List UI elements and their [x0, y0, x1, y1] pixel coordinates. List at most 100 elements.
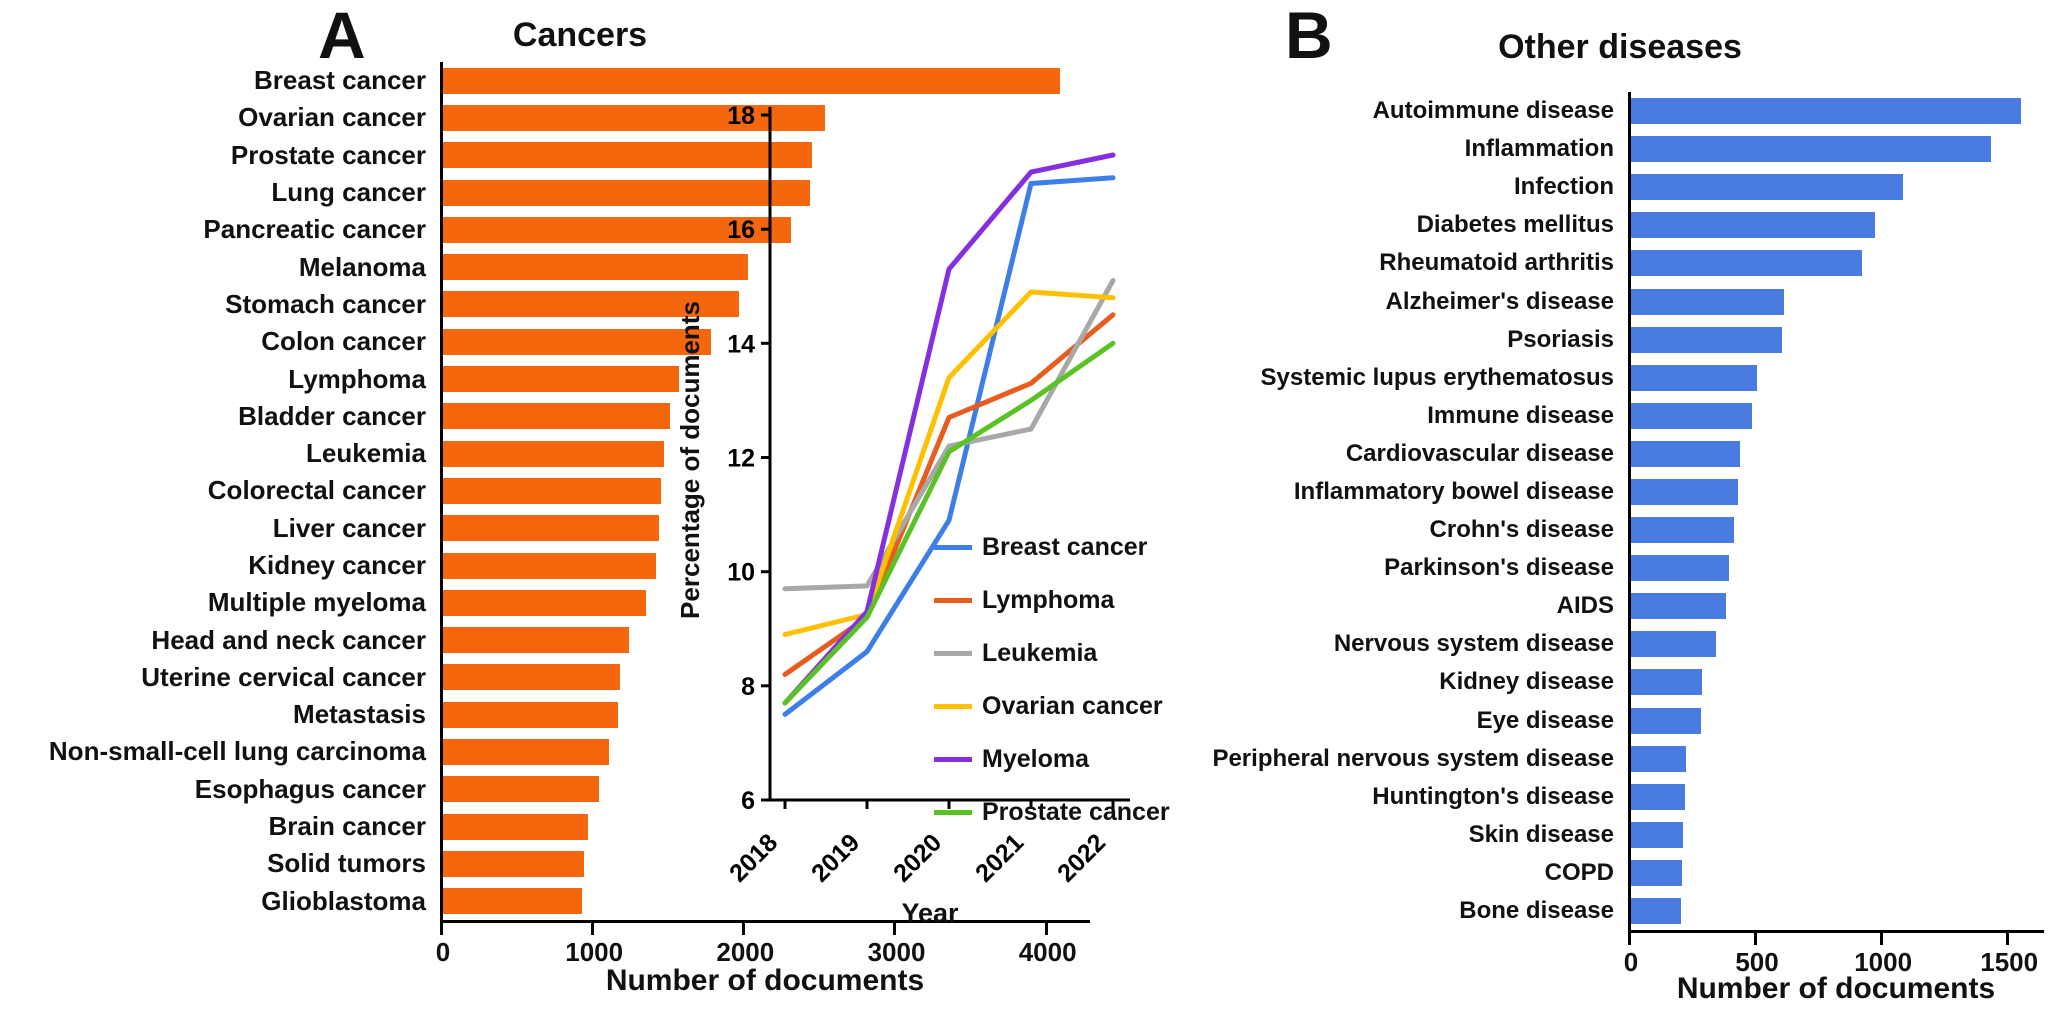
inset-y-tick-label: 14: [727, 330, 755, 358]
bar-track: [1628, 435, 2044, 473]
x-axis-tick-label: 1500: [1980, 947, 2039, 977]
category-label-huntington-s-disease: Huntington's disease: [1372, 782, 1614, 810]
category-label-solid-tumors: Solid tumors: [267, 848, 426, 879]
x-axis-tick-label: 0: [1623, 947, 1639, 977]
category-label-kidney-disease: Kidney disease: [1439, 668, 1614, 696]
x-axis-tick-label: 2000: [716, 937, 775, 967]
bar-row: Glioblastoma: [0, 883, 1090, 920]
bar-huntington-s-disease: [1628, 783, 1685, 810]
inset-x-tick-label: 2021: [970, 828, 1029, 887]
legend-line-swatch: [934, 651, 972, 656]
bar-row: Esophagus cancer: [0, 771, 1090, 808]
category-label-lymphoma: Lymphoma: [288, 363, 426, 394]
bar-row: Diabetes mellitus: [1190, 206, 2044, 244]
bar-row: Head and neck cancer: [0, 621, 1090, 658]
bar-track: [1628, 740, 2044, 778]
bar-row: Rheumatoid arthritis: [1190, 244, 2044, 282]
panel-b-letter: B: [1285, 0, 1333, 72]
bar-track: [440, 472, 1090, 509]
bar-copd: [1628, 859, 1683, 886]
category-label-systemic-lupus-erythematosus: Systemic lupus erythematosus: [1260, 363, 1614, 391]
x-axis-tick: 2000: [716, 923, 774, 967]
legend-line-swatch: [934, 545, 972, 550]
bar-psoriasis: [1628, 326, 1782, 353]
legend-item-leukemia: Leukemia: [934, 639, 1170, 668]
bar-track: [1628, 321, 2044, 359]
bar-eye-disease: [1628, 707, 1702, 734]
x-axis-tick: 1500: [1980, 933, 2038, 977]
legend-label: Prostate cancer: [982, 798, 1170, 826]
x-axis-tick-label: 3000: [867, 937, 926, 967]
category-label-diabetes-mellitus: Diabetes mellitus: [1416, 211, 1614, 239]
bar-non-small-cell-lung-carcinoma: [440, 738, 610, 765]
category-label-prostate-cancer: Prostate cancer: [230, 139, 426, 170]
bar-breast-cancer: [440, 67, 1060, 94]
category-label-brain-cancer: Brain cancer: [268, 811, 426, 842]
bar-row: Multiple myeloma: [0, 584, 1090, 621]
bar-multiple-myeloma: [440, 589, 646, 616]
bar-track: [1628, 778, 2044, 816]
bar-row: Colon cancer: [0, 323, 1090, 360]
bar-row: Brain cancer: [0, 808, 1090, 845]
bar-track: [440, 360, 1090, 397]
bar-esophagus-cancer: [440, 776, 599, 803]
inset-y-tick-label: 6: [741, 787, 755, 815]
bar-row: Cardiovascular disease: [1190, 435, 2044, 473]
inset-x-tick-label: 2018: [724, 828, 783, 887]
bar-row: Skin disease: [1190, 816, 2044, 854]
bar-inflammatory-bowel-disease: [1628, 478, 1738, 505]
bar-track: [440, 547, 1090, 584]
bar-track: [440, 323, 1090, 360]
bar-row: Lymphoma: [0, 360, 1090, 397]
bar-track: [440, 99, 1090, 136]
x-axis-tick-label: 4000: [1018, 937, 1077, 967]
x-axis-tick-label: 500: [1735, 947, 1779, 977]
category-label-non-small-cell-lung-carcinoma: Non-small-cell lung carcinoma: [48, 736, 426, 767]
bar-bladder-cancer: [440, 403, 670, 430]
bar-track: [1628, 359, 2044, 397]
bar-track: [440, 398, 1090, 435]
trend-chart-legend: Breast cancer Lymphoma Leukemia Ovarian can…: [934, 533, 1170, 827]
inset-x-tick-label: 2022: [1052, 828, 1111, 887]
bar-liver-cancer: [440, 515, 660, 542]
bar-row: Lung cancer: [0, 174, 1090, 211]
category-label-bone-disease: Bone disease: [1459, 897, 1614, 925]
bar-prostate-cancer: [440, 142, 812, 169]
category-label-head-and-neck-cancer: Head and neck cancer: [151, 624, 426, 655]
bar-infection: [1628, 174, 1903, 201]
bar-lung-cancer: [440, 179, 811, 206]
category-label-metastasis: Metastasis: [293, 699, 426, 730]
bar-aids: [1628, 593, 1727, 620]
bar-cardiovascular-disease: [1628, 440, 1741, 467]
inset-y-tick-label: 12: [727, 445, 755, 473]
panel-b-x-axis: 0 500 1000 1500: [1624, 930, 2044, 978]
x-axis-tick: 3000: [868, 923, 925, 967]
x-axis-tick-label: 0: [435, 937, 451, 967]
category-label-rheumatoid-arthritis: Rheumatoid arthritis: [1379, 249, 1614, 277]
category-label-parkinson-s-disease: Parkinson's disease: [1384, 554, 1614, 582]
bar-row: Alzheimer's disease: [1190, 282, 2044, 320]
bar-parkinson-s-disease: [1628, 555, 1729, 582]
bar-inflammation: [1628, 136, 1992, 163]
category-label-liver-cancer: Liver cancer: [272, 512, 426, 543]
panel-a-letter: A: [318, 0, 366, 72]
bar-row: Metastasis: [0, 696, 1090, 733]
bar-row: Kidney disease: [1190, 663, 2044, 701]
legend-label: Lymphoma: [982, 586, 1115, 614]
bar-track: [440, 174, 1090, 211]
category-label-lung-cancer: Lung cancer: [271, 177, 426, 208]
category-label-ovarian-cancer: Ovarian cancer: [238, 102, 426, 133]
legend-item-prostate-cancer: Prostate cancer: [934, 798, 1170, 827]
legend-label: Myeloma: [982, 745, 1089, 773]
panel-a-bar-rows: Breast cancer Ovarian cancer Prostate canc…: [0, 62, 1090, 920]
bar-solid-tumors: [440, 850, 584, 877]
bar-peripheral-nervous-system-disease: [1628, 745, 1686, 772]
bar-lymphoma: [440, 366, 679, 393]
bar-row: Breast cancer: [0, 62, 1090, 99]
bar-row: Leukemia: [0, 435, 1090, 472]
category-label-uterine-cervical-cancer: Uterine cervical cancer: [141, 661, 426, 692]
bar-bone-disease: [1628, 898, 1681, 925]
bar-track: [1628, 130, 2044, 168]
category-label-aids: AIDS: [1556, 592, 1614, 620]
